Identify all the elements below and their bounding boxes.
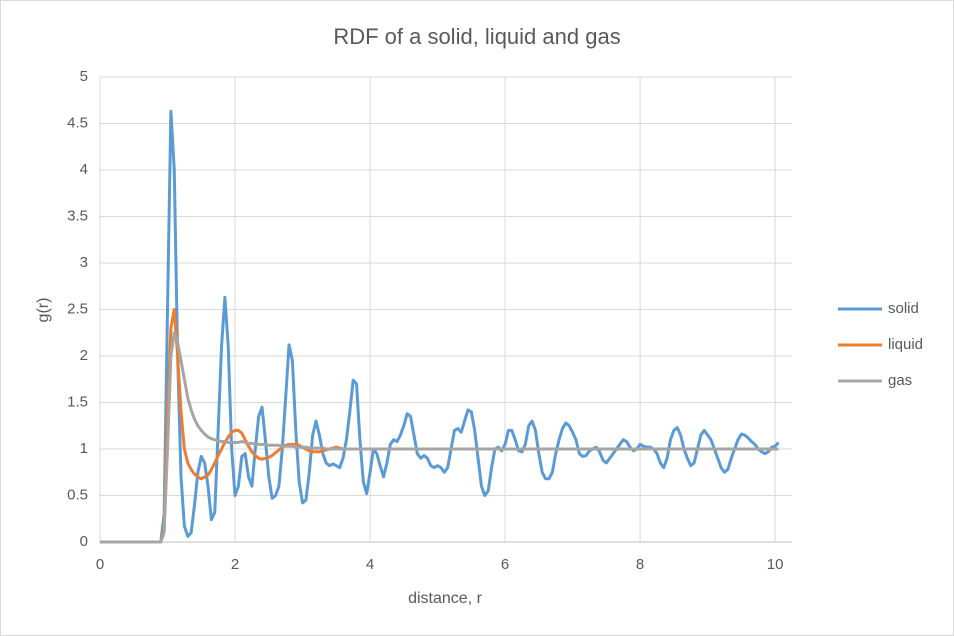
x-axis-label: distance, r — [408, 590, 482, 607]
x-tick-label: 4 — [366, 556, 374, 573]
y-tick-label: 3.5 — [67, 207, 88, 224]
y-tick-label: 0 — [80, 533, 88, 550]
y-tick-label: 0.5 — [67, 486, 88, 503]
y-tick-label: 2 — [80, 347, 88, 364]
y-tick-label: 4 — [80, 161, 88, 178]
legend-label: solid — [888, 300, 919, 317]
series-line — [100, 109, 780, 544]
series-line — [100, 331, 779, 544]
y-tick-label: 3 — [80, 254, 88, 271]
x-tick-label: 6 — [501, 556, 509, 573]
x-tick-label: 0 — [96, 556, 104, 573]
y-tick-label: 1.5 — [67, 393, 88, 410]
y-tick-label: 5 — [80, 68, 88, 85]
legend-label: gas — [888, 372, 912, 389]
legend-label: liquid — [888, 336, 923, 353]
chart-title: RDF of a solid, liquid and gas — [333, 24, 620, 49]
y-axis-label: g(r) — [35, 298, 52, 323]
y-tick-label: 2.5 — [67, 300, 88, 317]
x-tick-label: 2 — [231, 556, 239, 573]
x-tick-label: 8 — [636, 556, 644, 573]
x-tick-label: 10 — [767, 556, 784, 573]
y-tick-label: 1 — [80, 440, 88, 457]
y-tick-label: 4.5 — [67, 114, 88, 131]
